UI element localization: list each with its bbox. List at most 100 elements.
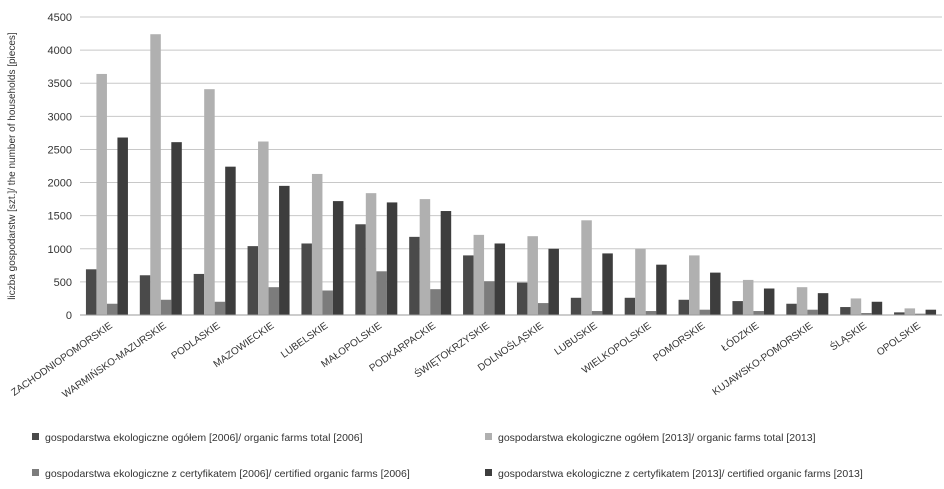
x-category-label: KUJAWSKO-POMORSKIE: [711, 320, 816, 398]
x-category-label: ŁÓDZKIE: [719, 319, 762, 354]
bar: [463, 255, 474, 315]
bar: [602, 253, 613, 315]
bars: [85, 34, 937, 316]
x-category-label: WARMIŃSKO-MAZURSKIE: [59, 319, 168, 401]
bar: [817, 293, 829, 315]
bar: [322, 290, 333, 315]
bar: [871, 301, 883, 315]
bar: [171, 142, 182, 315]
bar: [635, 248, 646, 315]
x-category-label: PODLASKIE: [170, 320, 223, 362]
y-axis-label: liczba gospodarstw [szt.]/ the number of…: [7, 32, 18, 300]
bar: [96, 73, 107, 315]
bar: [861, 313, 872, 315]
bar: [699, 309, 711, 315]
bar: [473, 234, 485, 315]
y-tick-label: 4500: [48, 12, 72, 24]
bar: [386, 202, 398, 315]
bar: [311, 173, 323, 315]
bar: [106, 303, 118, 315]
bar: [645, 311, 657, 315]
bar: [214, 301, 226, 315]
bar: [85, 269, 97, 315]
y-tick-label: 2000: [48, 178, 72, 190]
bar: [742, 279, 754, 315]
x-category-label: POMORSKIE: [651, 320, 707, 364]
legend-label: gospodarstwa ekologiczne z certyfikatem …: [45, 468, 410, 480]
bar: [258, 141, 269, 315]
y-tick-label: 3000: [48, 111, 72, 123]
legend-label: gospodarstwa ekologiczne ogółem [2013]/ …: [498, 432, 816, 444]
bar: [894, 312, 905, 315]
bar: [624, 297, 636, 315]
gridlines: [80, 16, 942, 283]
y-tick-label: 500: [54, 277, 72, 289]
y-tick-label: 3500: [48, 78, 72, 90]
bar: [440, 211, 452, 315]
bar: [656, 264, 667, 315]
legend-swatch: [485, 433, 492, 440]
x-category-label: ZACHODNIOPOMORSKIE: [10, 320, 115, 398]
bar: [570, 297, 582, 315]
x-category-label: OPOLSKIE: [875, 320, 923, 358]
bar: [365, 193, 377, 315]
legend-swatch: [32, 433, 39, 440]
x-category-label: LUBELSKIE: [279, 320, 330, 360]
bar: [581, 220, 592, 315]
bar: [332, 201, 344, 315]
bar: [548, 248, 559, 315]
bar: [301, 243, 312, 315]
bar: [796, 287, 808, 315]
bar: [139, 275, 151, 315]
bar: [117, 137, 128, 315]
bar: [527, 236, 538, 315]
bar: [419, 199, 431, 315]
bar: [915, 313, 926, 315]
bar: [925, 309, 937, 315]
bar: [150, 34, 161, 316]
bar: [689, 255, 700, 315]
legend-label: gospodarstwa ekologiczne ogółem [2006]/ …: [45, 432, 363, 444]
bar: [904, 308, 916, 315]
x-category-label: ŚLĄSKIE: [827, 319, 869, 354]
bar: [537, 303, 549, 315]
y-tick-label: 2500: [48, 144, 72, 156]
bar: [753, 311, 764, 315]
bar: [376, 271, 387, 315]
bar: [591, 311, 603, 315]
bar: [732, 301, 743, 315]
bar: [484, 281, 495, 315]
bar: [225, 166, 236, 315]
x-category-label: MAZOWIECKIE: [212, 320, 277, 370]
bar: [786, 303, 797, 315]
bar: [494, 243, 506, 315]
bar: [193, 273, 205, 315]
x-category-label: LUBUSKIE: [553, 320, 600, 358]
legend-label: gospodarstwa ekologiczne z certyfikatem …: [498, 468, 863, 480]
y-tick-label: 1500: [48, 211, 72, 223]
legend-swatch: [485, 469, 492, 476]
bar: [279, 185, 290, 315]
bar: [710, 272, 721, 315]
bar: [160, 299, 172, 315]
y-tick-label: 1000: [48, 244, 72, 256]
legend-swatch: [32, 469, 39, 476]
bar: [516, 282, 528, 315]
bar: [430, 289, 441, 315]
bar: [840, 307, 851, 315]
bar: [355, 224, 366, 315]
bar: [678, 299, 690, 315]
bar: [268, 287, 280, 315]
bar: [763, 288, 775, 315]
legend: gospodarstwa ekologiczne ogółem [2006]/ …: [32, 432, 863, 480]
bar: [807, 309, 818, 315]
bar: [409, 236, 420, 315]
bar: [204, 89, 215, 315]
y-tick-label: 0: [66, 310, 72, 322]
y-tick-label: 4000: [48, 45, 72, 57]
bar: [247, 246, 259, 315]
bar: [850, 298, 862, 315]
y-axis-ticks: 0 500 1000 1500 2000 2500 3000 3500 4000 4500: [48, 12, 72, 322]
